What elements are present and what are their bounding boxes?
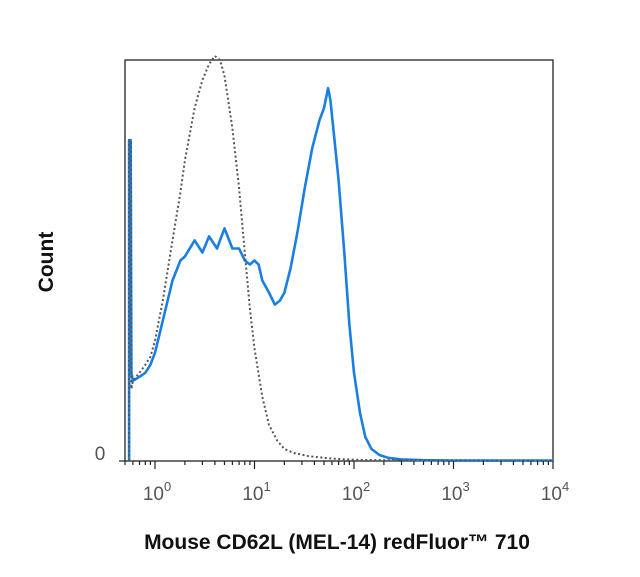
x-tick-label-1: 101 [242, 479, 270, 505]
x-tick-labels: 100 101 102 103 104 [143, 479, 569, 505]
x-axis-title: Mouse CD62L (MEL-14) redFluor™ 710 [144, 531, 530, 554]
stained-histogram-line [127, 86, 553, 462]
x-tick-label-2: 102 [342, 479, 370, 505]
x-tick-label-0: 100 [143, 479, 171, 505]
y-axis-title: Count [35, 232, 58, 293]
x-tick-label-3: 103 [441, 479, 469, 505]
plot-frame [124, 59, 554, 462]
control-histogram-line [128, 55, 554, 462]
x-axis-ticks [119, 460, 554, 469]
series-layer [127, 55, 554, 462]
x-tick-label-4: 104 [541, 479, 569, 505]
y-tick-label-0: 0 [95, 444, 106, 465]
